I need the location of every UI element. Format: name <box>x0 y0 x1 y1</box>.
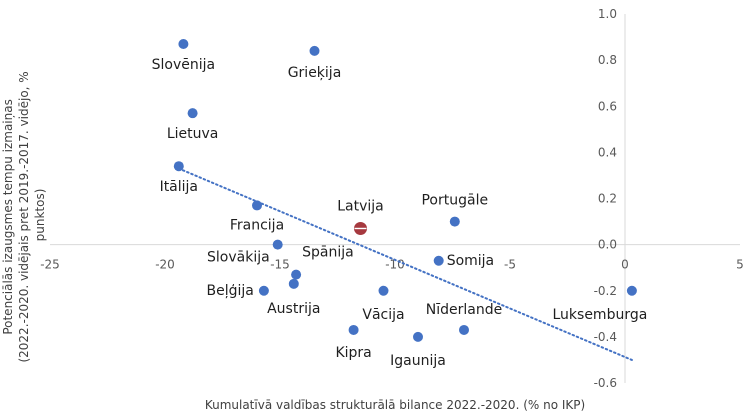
data-point <box>178 38 189 49</box>
data-point <box>258 285 269 296</box>
data-point <box>272 239 283 250</box>
y-axis-title-line-1: Potenciālās izaugsmes tempu izmaiņas <box>1 99 15 335</box>
axes: -25 -20 -15 -10 -5 0 51.00.80.60.40.20.0-0.2-0… <box>40 7 744 390</box>
data-point-label: Somija <box>447 253 494 269</box>
data-point-label: Igaunija <box>390 353 446 369</box>
y-tick-label: -0.6 <box>594 376 617 390</box>
data-point-label: Slovēnija <box>152 57 215 73</box>
data-point-label: Francija <box>230 217 284 233</box>
data-point-label: Beļģija <box>207 283 254 299</box>
data-point <box>449 216 460 227</box>
x-tick-label: -5 <box>504 258 516 272</box>
data-point-label: Austrija <box>267 301 320 317</box>
y-tick-label: 0.0 <box>598 238 617 252</box>
data-point-label: Latvija <box>337 198 384 214</box>
y-axis-title-line-3: punktos) <box>33 189 47 242</box>
data-point-label: Vācija <box>362 307 404 323</box>
data-point-label: Luksemburga <box>552 307 647 323</box>
y-tick-label: -0.4 <box>594 330 617 344</box>
data-point <box>187 108 198 119</box>
data-point-label: Lietuva <box>167 126 219 142</box>
data-point-label: Nīderlande <box>426 302 502 318</box>
y-tick-label: 0.4 <box>598 145 617 159</box>
data-point <box>288 278 299 289</box>
data-point <box>291 269 302 280</box>
data-point <box>252 200 262 211</box>
data-point <box>348 324 359 335</box>
x-axis-title: Kumulatīvā valdības strukturālā bilance … <box>205 398 585 412</box>
data-point-label: Spānija <box>302 245 354 261</box>
y-tick-label: 0.6 <box>598 99 617 113</box>
x-tick-label: 0 <box>621 258 629 272</box>
data-point <box>433 255 444 266</box>
data-point-label: Portugāle <box>421 193 488 209</box>
data-point <box>626 285 637 296</box>
trendline-group <box>177 167 633 361</box>
point-labels: Slovēnija Grieķija Lietuva Itālija Francija L… <box>152 57 648 369</box>
x-tick-label: -20 <box>155 258 175 272</box>
data-point-label: Kipra <box>335 345 371 361</box>
x-tick-label: -25 <box>40 258 60 272</box>
y-tick-label: 0.8 <box>598 53 617 67</box>
y-tick-label: -0.2 <box>594 284 617 298</box>
y-axis-title: Potenciālās izaugsmes tempu izmaiņas (20… <box>1 67 47 362</box>
data-points <box>173 38 637 342</box>
trendline <box>177 167 633 361</box>
data-point <box>459 324 469 335</box>
y-tick-label: 1.0 <box>598 7 617 21</box>
x-tick-label: 5 <box>736 258 744 272</box>
data-point-label: Slovākija <box>207 250 270 266</box>
y-tick-label: 0.2 <box>598 192 617 206</box>
data-point <box>309 45 320 56</box>
data-point <box>173 161 184 172</box>
data-point <box>378 285 389 296</box>
y-axis-title-line-2: (2022.-2020. vidējais pret 2019.-2017. v… <box>17 71 31 362</box>
data-point-label: Grieķija <box>288 65 342 81</box>
data-point <box>413 331 423 342</box>
data-point-label: Itālija <box>160 179 198 195</box>
x-tick-label: -15 <box>270 258 290 272</box>
